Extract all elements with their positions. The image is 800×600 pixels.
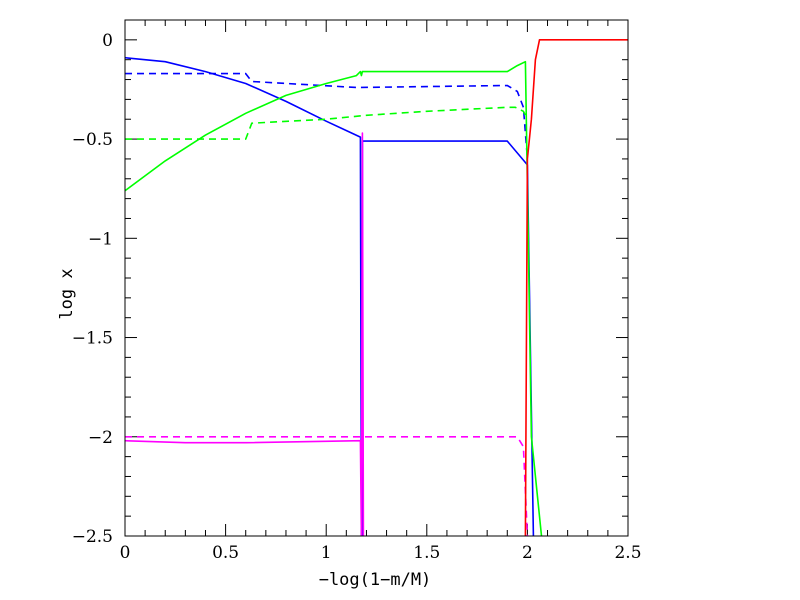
- series-line-4: [125, 106, 529, 140]
- y-tick-label: −0.5: [72, 130, 113, 150]
- y-tick-label: −1: [88, 229, 113, 249]
- y-tick-label: −1.5: [72, 329, 113, 349]
- x-axis-label: −log(1−m/M): [319, 570, 432, 590]
- series-line-6: [125, 436, 529, 536]
- x-tick-label: 2.5: [614, 543, 641, 563]
- y-axis-label: log x: [57, 268, 77, 319]
- axis-ticks: [124, 19, 629, 537]
- x-tick-label: 1: [321, 543, 332, 563]
- x-tick-label: 1.5: [413, 543, 440, 563]
- series-line-3: [125, 60, 543, 536]
- series-line-5: [125, 132, 365, 536]
- series-line-7: [524, 39, 628, 536]
- series-layer: [125, 39, 628, 536]
- y-tick-label: −2.5: [72, 527, 113, 547]
- x-tick-label: 2: [522, 543, 533, 563]
- series-line-1: [125, 56, 535, 536]
- series-line-2: [125, 72, 529, 159]
- x-tick-label: 0.5: [212, 543, 239, 563]
- x-tick-label: 0: [120, 543, 131, 563]
- tick-labels: 0 0.5 1 1.5 2 2.5 0 −0.5 −1 −1.5 −2 −2.5: [72, 31, 642, 563]
- y-tick-label: −2: [88, 428, 113, 448]
- y-tick-label: 0: [102, 31, 113, 51]
- plot-frame: [124, 19, 629, 537]
